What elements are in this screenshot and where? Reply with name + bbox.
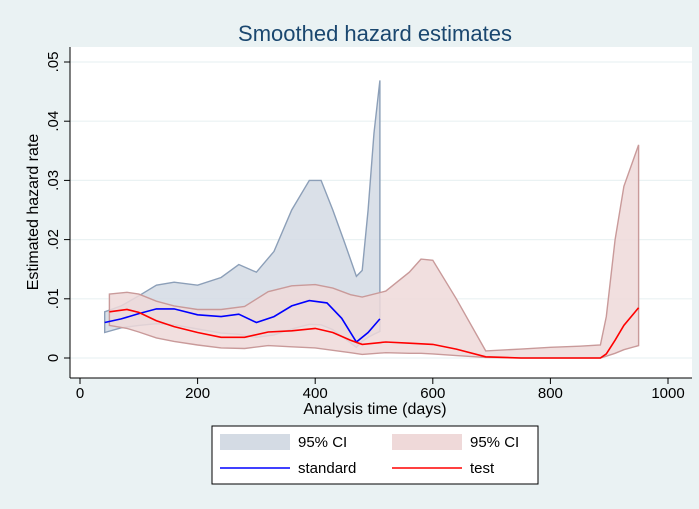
x-tick-label: 800 bbox=[538, 385, 563, 402]
x-tick-label: 1000 bbox=[651, 385, 684, 402]
y-tick-label: .04 bbox=[45, 111, 62, 132]
y-axis-ticks: 0 .01 .02 .03 .04 .05 bbox=[45, 52, 70, 362]
y-tick-label: .02 bbox=[45, 229, 62, 250]
x-axis-title: Analysis time (days) bbox=[303, 401, 446, 418]
legend-label: standard bbox=[298, 460, 356, 477]
series-lines bbox=[104, 299, 640, 359]
ci-bands bbox=[104, 80, 640, 359]
y-tick-label: .05 bbox=[45, 52, 62, 73]
y-axis-title: Estimated hazard rate bbox=[25, 134, 42, 291]
legend-label: test bbox=[470, 460, 495, 477]
series-line-test bbox=[109, 307, 640, 359]
x-tick-label: 0 bbox=[76, 385, 84, 402]
legend-label: 95% CI bbox=[298, 434, 347, 451]
x-tick-label: 200 bbox=[185, 385, 210, 402]
series-line-standard bbox=[104, 299, 381, 344]
chart-title: Smoothed hazard estimates bbox=[238, 21, 512, 46]
legend: 95% CI 95% CI standard test bbox=[211, 425, 539, 485]
legend-label: 95% CI bbox=[470, 434, 519, 451]
ci-band-2 bbox=[108, 144, 640, 359]
x-tick-label: 600 bbox=[420, 385, 445, 402]
x-axis-ticks: 0 200 400 600 800 1000 bbox=[76, 378, 685, 402]
y-tick-label: .01 bbox=[45, 288, 62, 309]
legend-swatch-band bbox=[392, 434, 462, 450]
legend-swatch-band bbox=[220, 434, 290, 450]
y-tick-label: .03 bbox=[45, 170, 62, 191]
y-tick-label: 0 bbox=[45, 354, 62, 362]
x-tick-label: 400 bbox=[303, 385, 328, 402]
axes bbox=[69, 47, 692, 379]
